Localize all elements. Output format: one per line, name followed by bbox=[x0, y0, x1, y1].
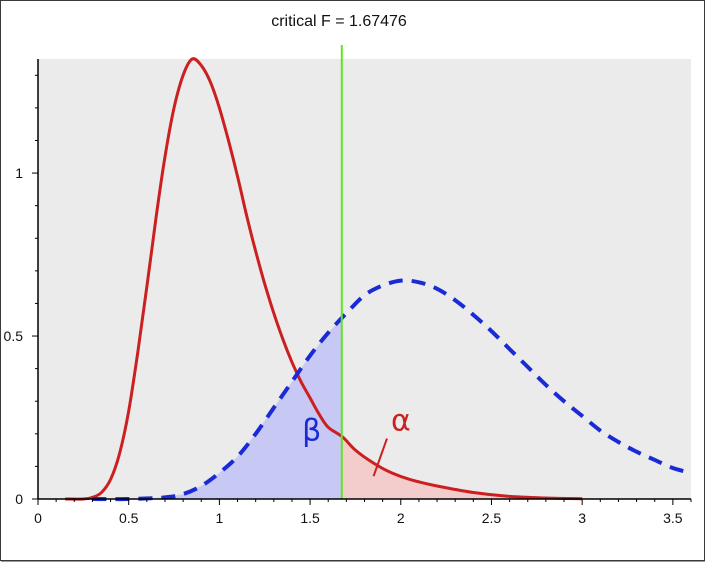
beta-region bbox=[92, 318, 342, 499]
x-tick-label: 3 bbox=[578, 510, 586, 526]
x-tick-label: 0.5 bbox=[119, 510, 139, 526]
chart-title: critical F = 1.67476 bbox=[271, 13, 407, 30]
x-tick-label: 1 bbox=[215, 510, 223, 526]
x-tick-label: 1.5 bbox=[300, 510, 320, 526]
x-tick-label: 2 bbox=[397, 510, 405, 526]
x-tick-label: 2.5 bbox=[482, 510, 502, 526]
y-tick-label: 0.5 bbox=[4, 328, 24, 344]
y-tick-label: 1 bbox=[15, 165, 23, 181]
y-tick-label: 0 bbox=[15, 491, 23, 507]
plot-background bbox=[38, 59, 691, 499]
alpha-label: α bbox=[391, 404, 411, 439]
alpha-region bbox=[341, 436, 583, 499]
alpha-pointer bbox=[372, 438, 388, 477]
null-distribution-curve bbox=[65, 57, 583, 501]
alternative-distribution-curve bbox=[92, 278, 692, 502]
beta-label: β bbox=[302, 413, 321, 448]
x-tick-label: 3.5 bbox=[663, 510, 683, 526]
x-tick-label: 0 bbox=[34, 510, 42, 526]
